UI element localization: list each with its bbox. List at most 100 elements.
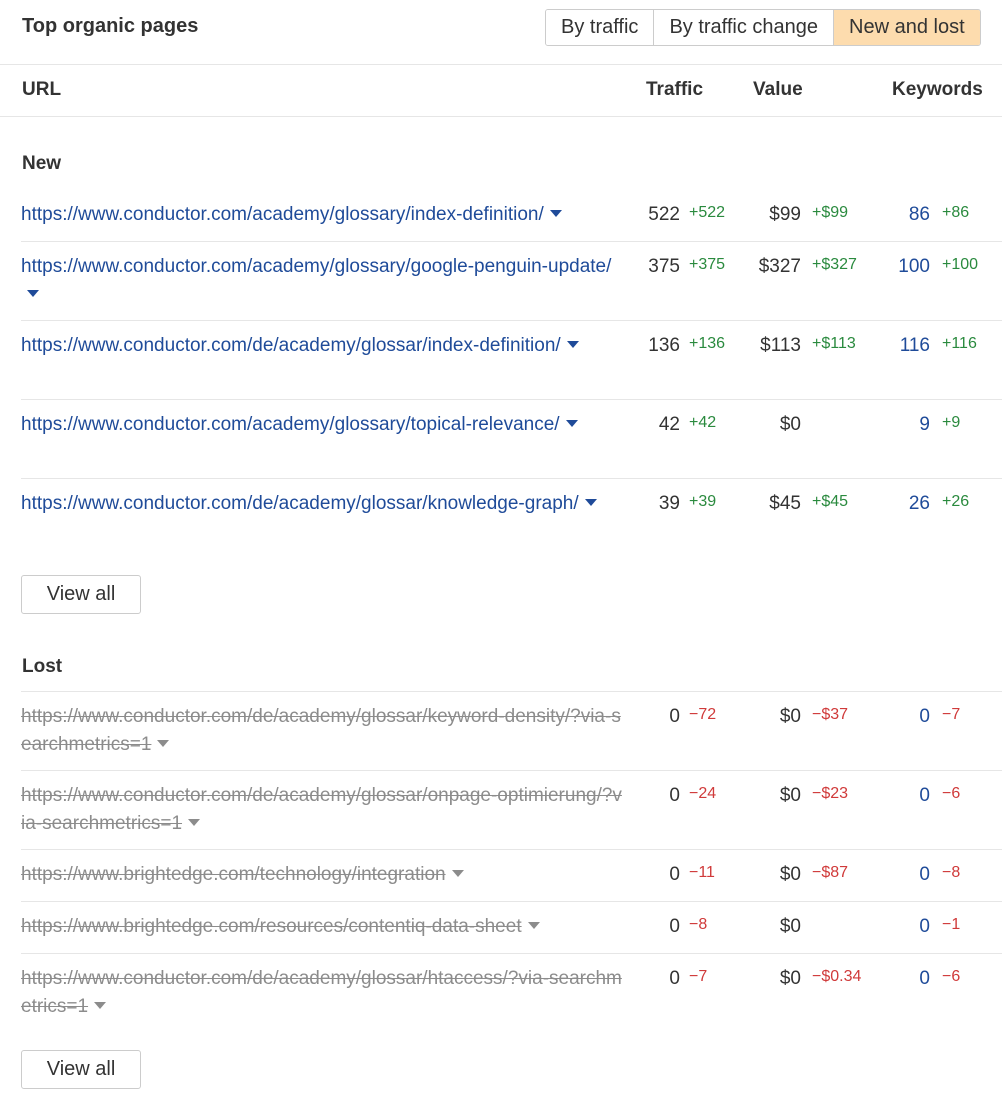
row-divider: [21, 478, 1002, 479]
page-url-link[interactable]: https://www.conductor.com/academy/glossa…: [21, 253, 625, 309]
value-amount: $0: [779, 864, 801, 885]
view-all-lost-button[interactable]: View all: [21, 1050, 141, 1089]
keywords-count[interactable]: 0: [919, 968, 930, 989]
traffic-value: 0: [669, 916, 680, 937]
traffic-value: 0: [669, 706, 680, 727]
traffic-delta: +136: [689, 335, 726, 352]
keywords-count[interactable]: 100: [898, 256, 930, 277]
keywords-count[interactable]: 116: [899, 335, 930, 356]
keywords-count[interactable]: 0: [919, 916, 930, 937]
page-url-link[interactable]: https://www.conductor.com/de/academy/glo…: [21, 490, 625, 518]
value-delta: −$37: [812, 706, 849, 723]
column-header-url: URL: [22, 79, 62, 100]
row-divider: [21, 849, 1002, 850]
page-url-link[interactable]: https://www.conductor.com/de/academy/glo…: [21, 782, 625, 838]
url-dropdown-caret-icon[interactable]: [566, 341, 579, 349]
column-header-traffic: Traffic: [646, 79, 704, 100]
page-url-text: https://www.conductor.com/academy/glossa…: [21, 204, 544, 225]
page-url-text: https://www.conductor.com/de/academy/glo…: [21, 335, 561, 356]
page-url-text: https://www.conductor.com/de/academy/glo…: [21, 706, 621, 755]
url-dropdown-caret-icon[interactable]: [549, 210, 562, 218]
column-header-divider: [0, 116, 1002, 117]
page-url-text: https://www.brightedge.com/technology/in…: [21, 864, 446, 885]
url-dropdown-caret-icon[interactable]: [157, 740, 170, 748]
page-url-link[interactable]: https://www.conductor.com/de/academy/glo…: [21, 703, 625, 759]
traffic-delta: +375: [689, 256, 726, 273]
traffic-value: 0: [669, 785, 680, 806]
keywords-delta: +9: [942, 414, 961, 431]
row-divider: [21, 901, 1002, 902]
page-url-text: https://www.conductor.com/de/academy/glo…: [21, 968, 622, 1017]
keywords-delta: +86: [942, 204, 970, 221]
page-url-text: https://www.conductor.com/academy/glossa…: [21, 256, 612, 277]
row-divider: [21, 953, 1002, 954]
traffic-value: 522: [648, 204, 680, 225]
page-url-text: https://www.brightedge.com/resources/con…: [21, 916, 522, 937]
page-url-link[interactable]: https://www.conductor.com/de/academy/glo…: [21, 332, 625, 360]
page-url-link[interactable]: https://www.conductor.com/de/academy/glo…: [21, 965, 625, 1021]
header-divider: [0, 64, 1002, 65]
row-divider: [21, 691, 1002, 692]
keywords-delta: −6: [942, 968, 961, 985]
traffic-value: 375: [648, 256, 680, 277]
page-url-link[interactable]: https://www.brightedge.com/resources/con…: [21, 913, 625, 941]
value-amount: $0: [779, 706, 801, 727]
keywords-delta: −7: [942, 706, 961, 723]
row-divider: [21, 399, 1002, 400]
traffic-value: 136: [648, 335, 680, 356]
url-dropdown-caret-icon[interactable]: [451, 870, 464, 878]
tab-by-traffic[interactable]: By traffic: [546, 10, 655, 45]
traffic-delta: −11: [689, 864, 715, 881]
widget-title: Top organic pages: [22, 15, 199, 37]
value-amount: $113: [760, 335, 801, 356]
traffic-delta: +39: [689, 493, 717, 510]
traffic-value: 0: [669, 968, 680, 989]
url-dropdown-caret-icon[interactable]: [565, 420, 578, 428]
page-url-text: https://www.conductor.com/de/academy/glo…: [21, 493, 579, 514]
keywords-delta: −8: [942, 864, 961, 881]
section-title-lost: Lost: [22, 656, 63, 677]
page-url-link[interactable]: https://www.conductor.com/academy/glossa…: [21, 201, 625, 229]
value-amount: $45: [769, 493, 801, 514]
keywords-count[interactable]: 26: [908, 493, 930, 514]
url-dropdown-caret-icon[interactable]: [527, 922, 540, 930]
value-delta: −$0.34: [812, 968, 862, 985]
keywords-count[interactable]: 9: [919, 414, 930, 435]
keywords-count[interactable]: 86: [908, 204, 930, 225]
traffic-delta: +522: [689, 204, 726, 221]
view-mode-toggle: By traffic By traffic change New and los…: [545, 9, 981, 46]
keywords-delta: −1: [942, 916, 961, 933]
page-url-text: https://www.conductor.com/academy/glossa…: [21, 414, 560, 435]
value-amount: $0: [779, 414, 801, 435]
value-amount: $99: [769, 204, 801, 225]
keywords-count[interactable]: 0: [919, 785, 930, 806]
value-amount: $0: [779, 968, 801, 989]
keywords-delta: +26: [942, 493, 970, 510]
traffic-delta: −8: [689, 916, 708, 933]
value-delta: +$45: [812, 493, 849, 510]
value-amount: $327: [758, 256, 801, 277]
column-header-value: Value: [753, 79, 803, 100]
url-dropdown-caret-icon[interactable]: [94, 1002, 107, 1010]
url-dropdown-caret-icon[interactable]: [188, 819, 201, 827]
row-divider: [21, 770, 1002, 771]
row-divider: [21, 241, 1002, 242]
keywords-count[interactable]: 0: [919, 864, 930, 885]
value-delta: −$87: [812, 864, 849, 881]
traffic-delta: −72: [689, 706, 717, 723]
value-amount: $0: [779, 785, 801, 806]
traffic-delta: −24: [689, 785, 717, 802]
page-url-link[interactable]: https://www.brightedge.com/technology/in…: [21, 861, 625, 889]
tab-by-traffic-change[interactable]: By traffic change: [654, 10, 835, 45]
traffic-value: 0: [669, 864, 680, 885]
tab-new-and-lost[interactable]: New and lost: [834, 10, 980, 45]
url-dropdown-caret-icon[interactable]: [584, 499, 597, 507]
keywords-count[interactable]: 0: [919, 706, 930, 727]
page-url-link[interactable]: https://www.conductor.com/academy/glossa…: [21, 411, 625, 439]
value-delta: −$23: [812, 785, 849, 802]
url-dropdown-caret-icon[interactable]: [27, 290, 39, 298]
row-divider: [21, 320, 1002, 321]
view-all-new-button[interactable]: View all: [21, 575, 141, 614]
value-delta: +$99: [812, 204, 849, 221]
traffic-delta: −7: [689, 968, 708, 985]
